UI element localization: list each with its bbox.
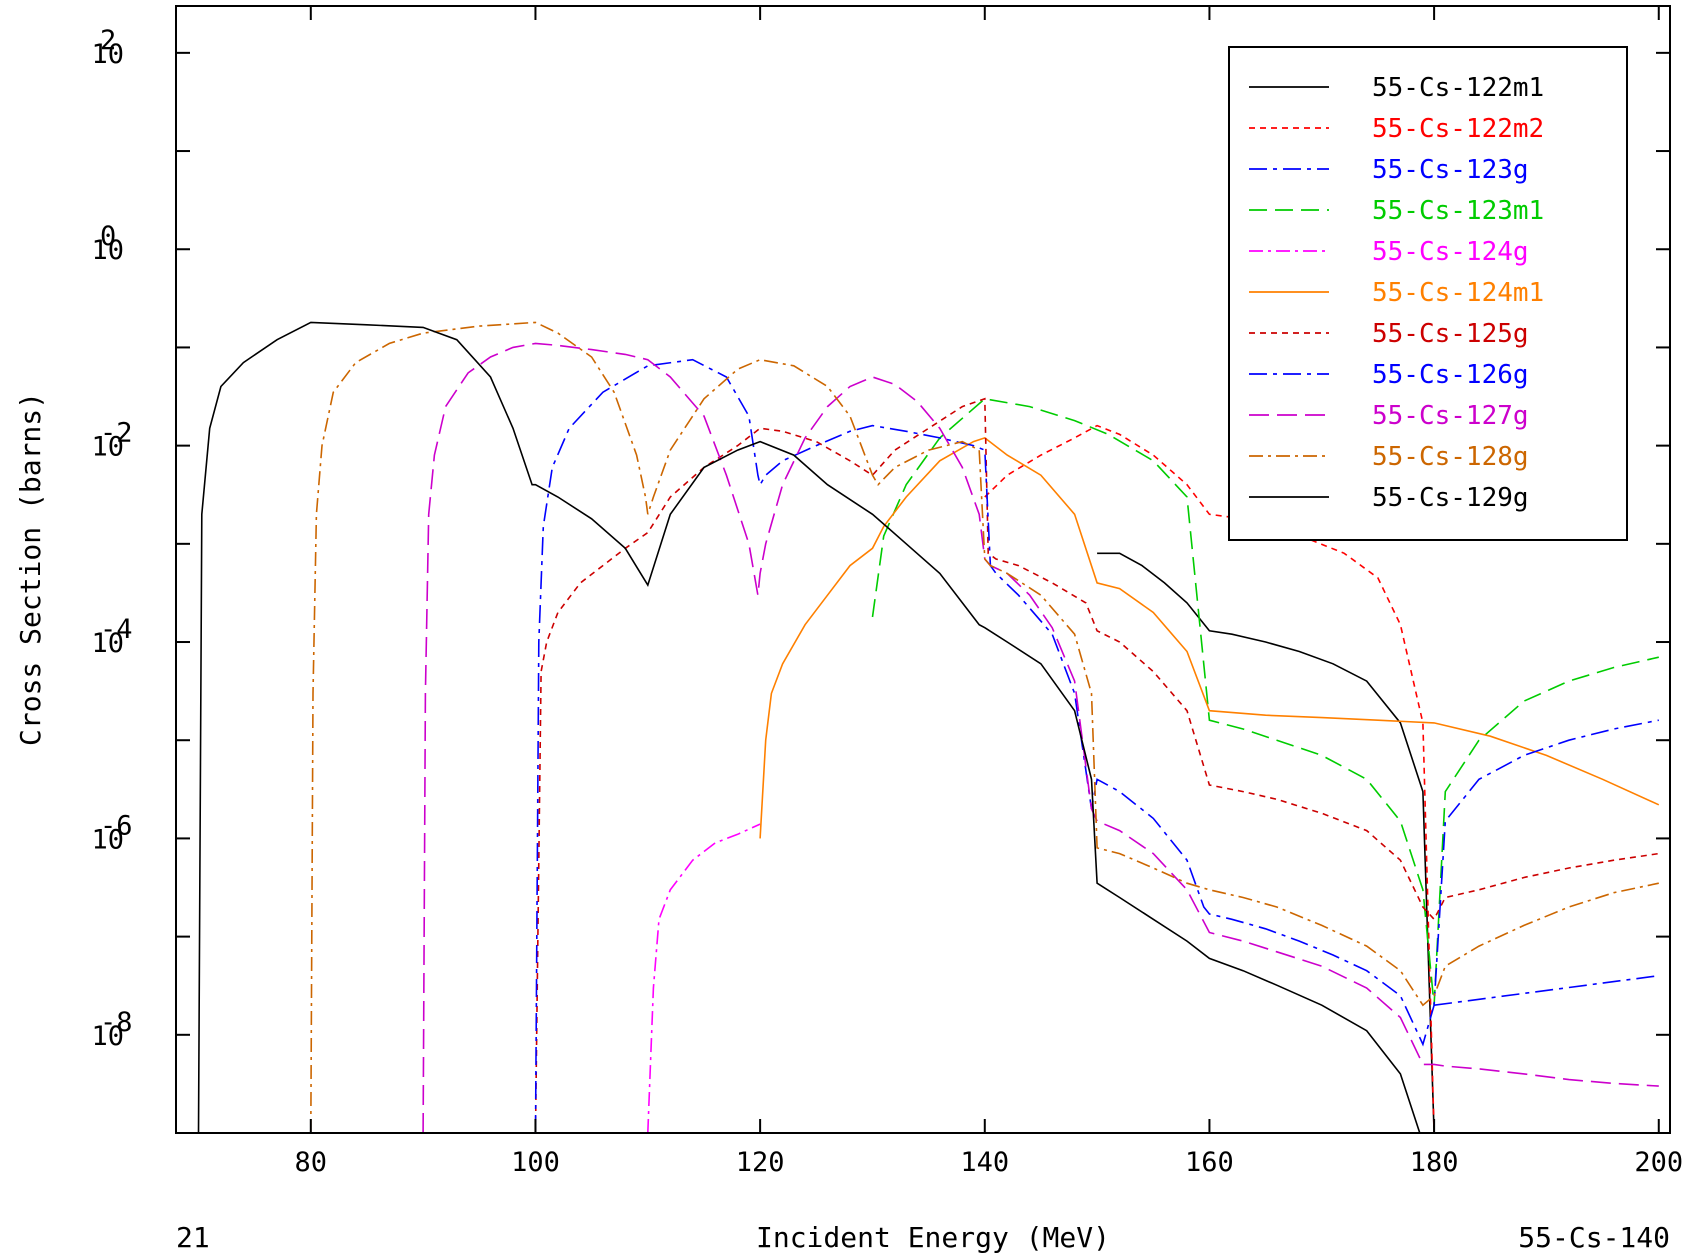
- y-tick-exponent: -6: [100, 810, 133, 841]
- series-line-55-Cs-128g: [309, 321, 1659, 1133]
- legend-entry-label: 55-Cs-127g: [1372, 401, 1529, 431]
- y-tick-label: 10: [91, 432, 124, 463]
- legend-entry-label: 55-Cs-125g: [1372, 319, 1529, 349]
- series-line-55-Cs-123m1: [871, 397, 1659, 1006]
- bottom-left-label: 21: [176, 1221, 210, 1253]
- legend: 55-Cs-122m1 55-Cs-122m2 55-Cs-123g 55-Cs-12…: [1228, 46, 1628, 541]
- y-tick-label: 10: [91, 235, 124, 266]
- x-tick-label: 80: [295, 1147, 328, 1178]
- x-tick-label: 200: [1634, 1147, 1683, 1178]
- legend-entry-label: 55-Cs-122m1: [1372, 73, 1544, 103]
- ticks-layer: 80 100 120 140 160 180 20010-810-610-410-21001…: [91, 6, 1683, 1178]
- y-tick-exponent: -2: [100, 418, 133, 449]
- legend-entry-label: 55-Cs-128g: [1372, 442, 1529, 472]
- series-line-55-Cs-123g: [1433, 974, 1659, 1006]
- series-line-55-Cs-122m2: [984, 424, 1435, 1133]
- series-line-55-Cs-129g: [197, 321, 1435, 1133]
- series-line-55-Cs-122m1: [1097, 552, 1435, 1133]
- y-tick-exponent: -4: [100, 614, 133, 645]
- series-layer: [197, 321, 1660, 1133]
- plot-frame: [175, 5, 1671, 1134]
- series-line-55-Cs-127g: [422, 342, 1659, 1133]
- y-tick-label: 10: [91, 39, 124, 70]
- y-tick-label: 10: [91, 824, 124, 855]
- legend-entry-label: 55-Cs-124m1: [1372, 278, 1544, 308]
- x-tick-label: 100: [511, 1147, 560, 1178]
- y-axis-title: Cross Section (barns): [14, 392, 47, 746]
- x-tick-label: 140: [960, 1147, 1009, 1178]
- y-tick-exponent: 2: [100, 25, 116, 56]
- y-tick-label: 10: [91, 1021, 124, 1052]
- series-line-55-Cs-126g: [534, 358, 1659, 1133]
- legend-entry-label: 55-Cs-126g: [1372, 360, 1529, 390]
- x-tick-label: 120: [736, 1147, 785, 1178]
- legend-entry-label: 55-Cs-124g: [1372, 237, 1529, 267]
- bottom-right-label: 55-Cs-140: [1518, 1221, 1670, 1253]
- series-line-55-Cs-124m1: [759, 437, 1660, 839]
- legend-box: [1228, 46, 1628, 541]
- legend-entry-label: 55-Cs-129g: [1372, 483, 1529, 513]
- legend-entry-label: 55-Cs-123g: [1372, 155, 1529, 185]
- y-tick-exponent: -8: [100, 1007, 133, 1038]
- legend-entry-label: 55-Cs-123m1: [1372, 196, 1544, 226]
- x-tick-label: 160: [1185, 1147, 1234, 1178]
- y-tick-exponent: 0: [100, 221, 116, 252]
- x-tick-label: 180: [1410, 1147, 1459, 1178]
- x-axis-title: Incident Energy (MeV): [756, 1221, 1110, 1253]
- series-line-55-Cs-125g: [534, 397, 1659, 1133]
- series-line-55-Cs-124g: [647, 823, 761, 1133]
- legend-entry-label: 55-Cs-122m2: [1372, 114, 1544, 144]
- y-tick-label: 10: [91, 628, 124, 659]
